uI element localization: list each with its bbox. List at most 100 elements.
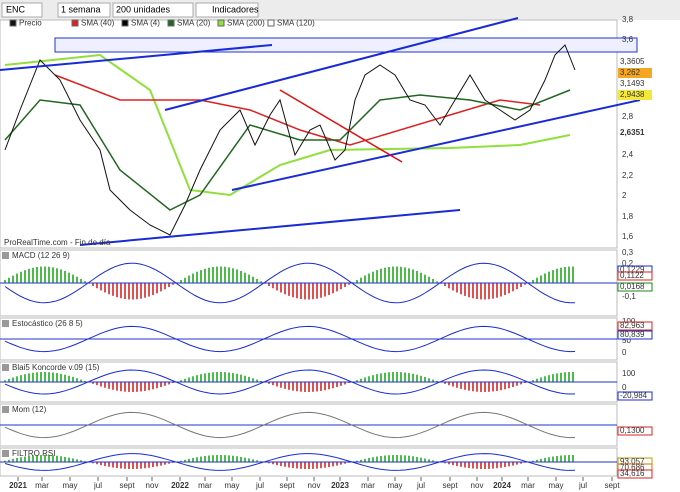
units[interactable]: 200 unidades: [116, 4, 171, 14]
price-tag: 2,9438: [620, 90, 645, 99]
x-label: sept: [119, 481, 135, 490]
indicators[interactable]: Indicadores: [212, 4, 259, 14]
x-label: mar: [35, 481, 49, 490]
legend-label: SMA (20): [177, 19, 211, 28]
price-tag-bg: [618, 128, 652, 138]
panel-tick: -0,1: [622, 292, 636, 301]
red-trendline: [279, 89, 403, 163]
oscillator: [4, 453, 576, 471]
x-label: nov: [308, 481, 321, 490]
legend-swatch: [217, 19, 225, 27]
x-label: jul: [93, 481, 102, 490]
x-label: jul: [578, 481, 587, 490]
panel-label: Estocástico (26 8 5): [12, 319, 83, 328]
price-tag: 3,262: [620, 68, 641, 77]
indicators-box[interactable]: [195, 2, 259, 18]
legend-label: SMA (120): [277, 19, 315, 28]
price-tick: 2: [622, 191, 627, 200]
price-panel: [0, 19, 618, 249]
panel-label-bg: [2, 364, 9, 371]
price-tick: 3,6: [622, 35, 634, 44]
x-label: jul: [255, 481, 264, 490]
legend-swatch: [121, 19, 129, 27]
period[interactable]: 1 semana: [61, 4, 101, 14]
panel-label-bg: [2, 320, 9, 327]
legend-swatch: [167, 19, 175, 27]
oscillator: [4, 262, 576, 304]
x-label: sept: [442, 481, 458, 490]
x-label: jul: [416, 481, 425, 490]
panel-tag: 80,839: [620, 330, 645, 339]
x-label: may: [224, 481, 239, 490]
panel-tag: 0,1229: [620, 265, 645, 274]
x-label: may: [548, 481, 563, 490]
units-box[interactable]: [112, 2, 194, 18]
legend-swatch: [9, 19, 17, 27]
panel-tag: 70,686: [620, 463, 645, 472]
price-tick: 1,6: [622, 232, 634, 241]
symbol-box[interactable]: [1, 2, 43, 18]
panel-tag-bg: [617, 282, 653, 292]
panel-tag-bg: [617, 391, 653, 401]
panel-label: Blai5 Koncorde v.09 (15): [12, 363, 100, 372]
price-tag-bg: [618, 68, 652, 78]
x-label: nov: [471, 481, 484, 490]
panel-tick: 0,2: [622, 259, 634, 268]
x-label: mar: [361, 481, 375, 490]
price: [4, 44, 576, 236]
sma120: [54, 74, 541, 146]
x-label: 2024: [493, 481, 511, 490]
panel-tag: 0,1300: [620, 426, 645, 435]
panel-label: FILTRO RSI: [12, 449, 55, 458]
panel-tag: 82,963: [620, 321, 645, 330]
panel-label-bg: [2, 252, 9, 259]
legend-label: SMA (4): [131, 19, 160, 28]
x-label: 2023: [331, 481, 349, 490]
trendlines: [0, 17, 641, 246]
legend-swatch: [267, 19, 275, 27]
oscillator: [4, 325, 576, 353]
panel-label-bg: [2, 450, 9, 457]
x-label: sept: [604, 481, 620, 490]
panel-label: Mom (12): [12, 405, 47, 414]
panel-tick: 100: [622, 369, 636, 378]
price-tag-bg: [618, 79, 652, 89]
price-tick: 3,8: [622, 15, 634, 24]
price-tag: 2,6351: [620, 128, 645, 137]
legend-label: SMA (200): [227, 19, 265, 28]
sma40: [4, 89, 571, 211]
x-label: may: [387, 481, 402, 490]
price-tag: 3,1493: [620, 79, 645, 88]
price-tick: 2,2: [622, 171, 634, 180]
x-label: nov: [146, 481, 159, 490]
price-tag: 3,3605: [620, 57, 645, 66]
panel-tick: 50: [622, 336, 631, 345]
legend-label: Precio: [19, 19, 42, 28]
panel-tag-bg: [617, 426, 653, 436]
legend-label: SMA (40): [81, 19, 115, 28]
oscillator: [4, 411, 576, 439]
panel-tag: 0,0168: [620, 282, 645, 291]
legend-swatch: [71, 19, 79, 27]
sma200: [4, 53, 571, 197]
oscillator: [4, 369, 576, 395]
panel-tick: 0,3: [622, 248, 634, 257]
panel-label: MACD (12 26 9): [12, 251, 70, 260]
price-tick: 2,4: [622, 150, 634, 159]
panel-tag: 93,057: [620, 457, 645, 466]
period-box[interactable]: [57, 2, 111, 18]
panel-tag-bg: [617, 321, 653, 331]
x-label: 2021: [9, 481, 27, 490]
x-label: 2022: [171, 481, 189, 490]
x-label: mar: [521, 481, 535, 490]
panel-tag-bg: [617, 330, 653, 340]
watermark: ProRealTime.com - Fin de día: [4, 238, 111, 247]
panel-tag: 34,616: [620, 469, 645, 478]
price-tick: 2,8: [622, 112, 634, 121]
symbol[interactable]: ENC: [6, 4, 26, 14]
panel-tag-bg: [617, 469, 653, 479]
zone: [54, 37, 638, 53]
x-label: sept: [279, 481, 295, 490]
price-tag-bg: [618, 90, 652, 100]
